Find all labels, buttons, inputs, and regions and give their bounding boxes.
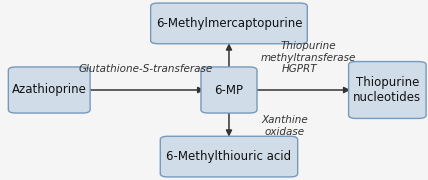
Text: Glutathione-S-transferase: Glutathione-S-transferase — [78, 64, 213, 74]
Text: Xanthine
oxidase: Xanthine oxidase — [261, 115, 308, 137]
Text: 6-Methylthiouric acid: 6-Methylthiouric acid — [166, 150, 291, 163]
Text: 6-MP: 6-MP — [214, 84, 244, 96]
FancyBboxPatch shape — [348, 62, 426, 118]
Text: HGPRT: HGPRT — [282, 64, 318, 74]
FancyBboxPatch shape — [201, 67, 257, 113]
FancyBboxPatch shape — [9, 67, 90, 113]
FancyBboxPatch shape — [160, 136, 297, 177]
FancyBboxPatch shape — [151, 3, 307, 44]
Text: 6-Methylmercaptopurine: 6-Methylmercaptopurine — [156, 17, 302, 30]
Text: Thiopurine
methyltransferase: Thiopurine methyltransferase — [261, 41, 357, 63]
Text: Azathioprine: Azathioprine — [12, 84, 86, 96]
Text: Thiopurine
nucleotides: Thiopurine nucleotides — [353, 76, 422, 104]
